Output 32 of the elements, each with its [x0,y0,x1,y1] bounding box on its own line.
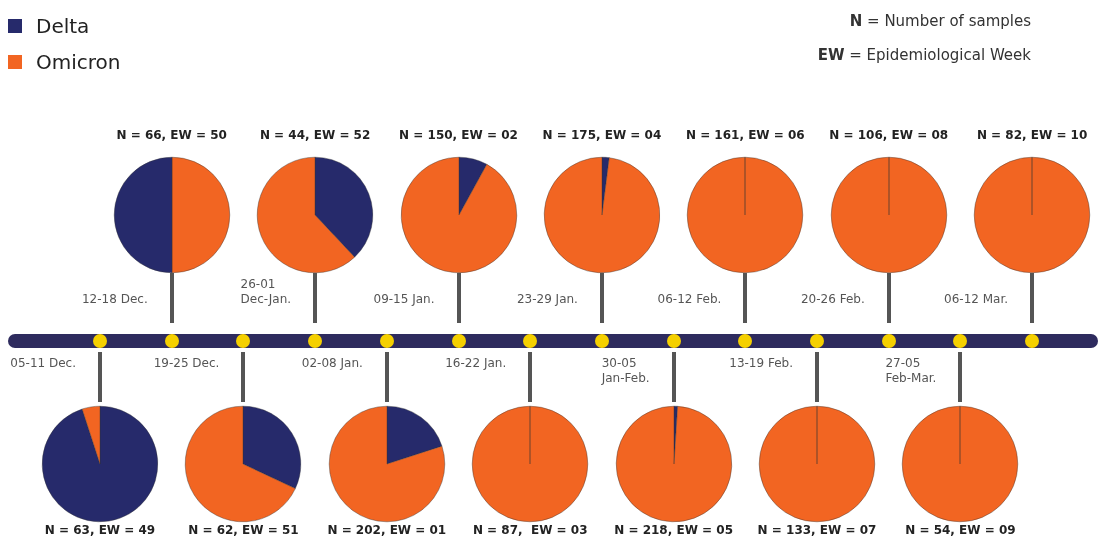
text: 02-08 Jan. [301,356,363,371]
text: N = 54, EW = 09 [905,523,1016,537]
text: 05-11 Dec. [10,356,76,371]
chart-title: N = 150, EW = 02 [399,128,518,142]
text: N = 87, EW = 03 [472,523,588,537]
text: 06-12 Mar. [944,292,1009,307]
text: 23-29 Jan. [516,292,578,307]
text: 30-05 Jan-Feb. [601,356,650,386]
chart-title: N = 82, EW = 10 [976,128,1088,142]
text: 20-26 Feb. [800,292,865,307]
text: 06-12 Feb. [657,292,722,307]
text: N = 133, EW = 07 [757,523,877,537]
text: N = 218, EW = 05 [614,523,733,537]
chart-title: N = 175, EW = 04 [542,128,662,142]
chart-title: N = 161, EW = 06 [685,128,805,142]
legend-label: Omicron [36,50,121,74]
text: N = Number of samples [848,12,1031,32]
text: 09-15 Jan. [373,292,435,307]
text: 13-19 Feb. [729,356,793,371]
text: 26-01 Dec-Jan. [240,277,292,307]
text: EW = Epidemiological Week [817,46,1031,66]
text: 27-05 Feb-Mar. [885,356,937,386]
chart-title: N = 44, EW = 52 [259,128,371,142]
chart-title: N = 106, EW = 08 [829,128,949,142]
text: N = 202, EW = 01 [327,523,447,537]
text: N = 63, EW = 49 [43,523,157,537]
text: 19-25 Dec. [153,356,220,371]
text: N = 62, EW = 51 [188,523,299,537]
legend-label: Delta [36,14,90,38]
text: 16-22 Jan. [445,356,507,371]
chart-title: N = 66, EW = 50 [115,128,228,142]
text: 12-18 Dec. [81,292,148,307]
